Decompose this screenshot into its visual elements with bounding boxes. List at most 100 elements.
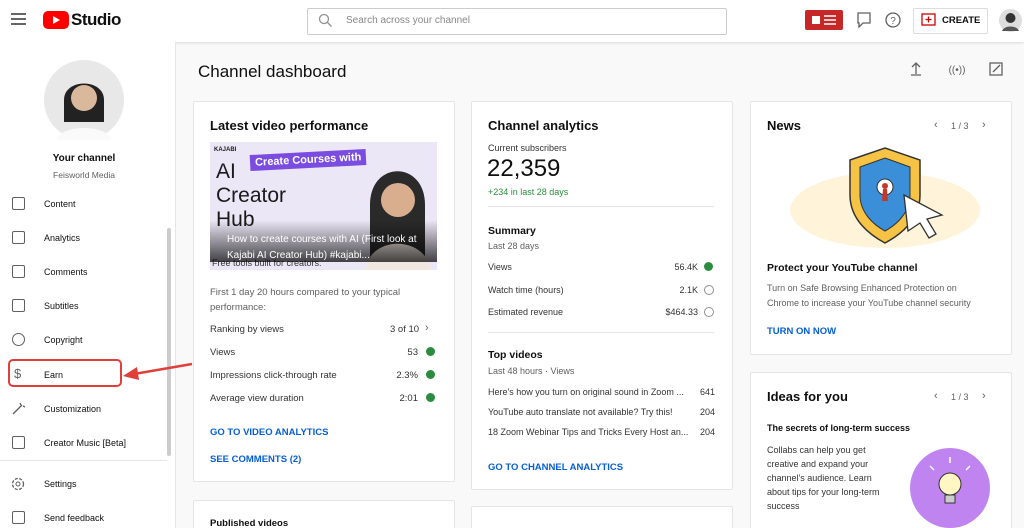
- link[interactable]: GO TO CHANNEL ANALYTICS: [488, 462, 624, 473]
- subscribers-count: 22,359: [487, 155, 561, 182]
- sidebar-divider: [0, 460, 167, 461]
- summary-label: Watch time (hours): [488, 285, 564, 295]
- section-period: Last 28 days: [488, 241, 540, 251]
- video-title: How to create courses with AI (First loo…: [227, 234, 417, 261]
- next-card: [471, 506, 733, 528]
- content-icon: [12, 197, 25, 210]
- card-title: Ideas for you: [767, 389, 848, 404]
- help-icon[interactable]: ?: [885, 12, 901, 28]
- section-title: Top videos: [488, 349, 543, 361]
- pager: 1 / 3: [951, 392, 969, 402]
- nav-item[interactable]: Subtitles: [44, 301, 79, 311]
- top-video-title[interactable]: YouTube auto translate not available? Tr…: [488, 407, 673, 417]
- nav-item[interactable]: Earn: [44, 370, 64, 380]
- section-period: Last 48 hours · Views: [488, 366, 575, 376]
- svg-text:?: ?: [890, 16, 896, 27]
- metric-value: 2:01: [399, 393, 419, 404]
- music-icon: [12, 436, 25, 449]
- logo-text: Studio: [71, 10, 121, 29]
- subscribers-label: Current subscribers: [488, 143, 567, 153]
- nav-item[interactable]: Content: [44, 199, 76, 209]
- nav-item[interactable]: Send feedback: [44, 513, 105, 523]
- video-thumbnail[interactable]: KAJABI Create Courses with AI Creator Hu…: [210, 142, 437, 270]
- analytics-card: [471, 101, 733, 490]
- earn-icon: $: [14, 366, 22, 381]
- metric-value: 3 of 10: [390, 324, 420, 335]
- published-card: [193, 500, 455, 528]
- analytics-icon: [12, 231, 25, 244]
- summary-label: Views: [488, 262, 512, 272]
- link[interactable]: TURN ON NOW: [767, 326, 837, 337]
- top-video-views: 204: [699, 427, 715, 437]
- youtube-logo: [43, 11, 69, 29]
- subscribers-change: +234 in last 28 days: [488, 187, 569, 197]
- news-illustration: [790, 147, 980, 248]
- messages-icon[interactable]: [857, 12, 871, 28]
- top-video-views: 641: [699, 387, 715, 397]
- feedback-icon: [12, 511, 25, 524]
- news-body: Turn on Safe Browsing Enhanced Protectio…: [767, 283, 971, 308]
- svg-text:((•)): ((•)): [949, 65, 966, 76]
- ideas-headline: The secrets of long-term success: [767, 423, 911, 433]
- summary-label: Estimated revenue: [488, 307, 564, 317]
- status-icon: [704, 307, 714, 317]
- trend-icon: [426, 347, 435, 356]
- metric-value: 2.3%: [396, 370, 418, 381]
- card-title: Channel analytics: [488, 118, 599, 133]
- nav-item[interactable]: Customization: [44, 404, 102, 414]
- nav-item[interactable]: Analytics: [44, 233, 81, 243]
- sidebar-scrollbar[interactable]: [167, 228, 171, 456]
- nav-item[interactable]: Copyright: [44, 335, 83, 345]
- news-headline: Protect your YouTube channel: [767, 262, 918, 274]
- create-icon: [921, 13, 936, 26]
- create-label: CREATE: [942, 15, 981, 26]
- section-title: Summary: [488, 225, 536, 237]
- summary-value: 56.4K: [674, 262, 698, 272]
- account-avatar[interactable]: [999, 9, 1022, 32]
- pager-prev[interactable]: ‹: [934, 119, 938, 131]
- channel-name: Feisworld Media: [53, 170, 115, 180]
- search-box[interactable]: [307, 8, 727, 35]
- settings-icon: [11, 477, 25, 491]
- comments-icon: [12, 265, 25, 278]
- divider: [488, 206, 714, 207]
- metric-label: Impressions click-through rate: [210, 370, 337, 381]
- nav-item[interactable]: Creator Music [Beta]: [44, 438, 127, 448]
- thumbnail-brand: KAJABI: [214, 147, 237, 153]
- comparison-note: First 1 day 20 hours compared to your ty…: [210, 287, 401, 313]
- summary-value: $464.33: [665, 307, 698, 317]
- page-actions[interactable]: ((•)): [908, 60, 1008, 78]
- pager: 1 / 3: [951, 121, 969, 131]
- link[interactable]: SEE COMMENTS (2): [210, 454, 302, 465]
- subtitles-icon: [12, 299, 25, 312]
- divider: [488, 332, 714, 333]
- top-video-views: 204: [699, 407, 715, 417]
- chevron[interactable]: ›: [425, 322, 429, 334]
- menu-button[interactable]: [11, 13, 26, 25]
- copyright-icon: [12, 333, 25, 346]
- annotation-arrow: [123, 362, 193, 380]
- live-badge-icon: [812, 15, 836, 25]
- nav-item[interactable]: Settings: [44, 479, 77, 489]
- channel-avatar[interactable]: [44, 60, 124, 140]
- search-placeholder: Search across your channel: [346, 15, 470, 26]
- nav-item[interactable]: Comments: [44, 267, 88, 277]
- search-icon: [318, 13, 332, 27]
- pager-next[interactable]: ›: [982, 390, 986, 402]
- card-title: News: [767, 118, 801, 133]
- metric-label: Average view duration: [210, 393, 304, 404]
- ideas-body: Collabs can help you get creative and ex…: [767, 445, 880, 511]
- card-title: Latest video performance: [210, 118, 369, 133]
- trend-icon: [426, 370, 435, 379]
- ideas-illustration: [910, 448, 990, 528]
- highlight-box: [8, 359, 122, 387]
- pager-prev[interactable]: ‹: [934, 390, 938, 402]
- link[interactable]: GO TO VIDEO ANALYTICS: [210, 427, 329, 438]
- customization-icon: [12, 402, 25, 415]
- top-video-title[interactable]: 18 Zoom Webinar Tips and Tricks Every Ho…: [488, 427, 689, 437]
- metric-label: Views: [210, 347, 236, 358]
- thumbnail-caption: Free tools built for creators.: [212, 258, 322, 268]
- create-button[interactable]: [913, 8, 988, 34]
- pager-next[interactable]: ›: [982, 119, 986, 131]
- top-video-title[interactable]: Here's how you turn on original sound in…: [488, 387, 684, 397]
